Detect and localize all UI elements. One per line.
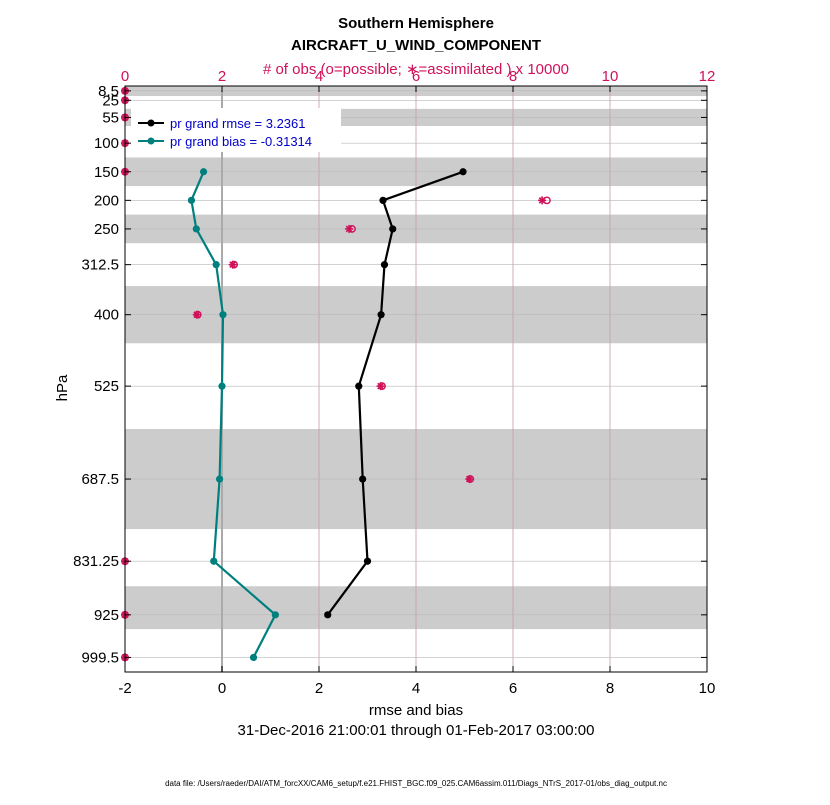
obs-assimilated-9 (376, 382, 385, 391)
obs-star-stroke-10-3 (465, 475, 473, 483)
series-point-bias-5 (218, 382, 226, 390)
obs-assimilated-8 (192, 310, 201, 319)
y-tick-label-13: 999.5 (81, 649, 119, 666)
y-tick-label-1: 25 (102, 92, 119, 109)
chart-title: Southern Hemisphere (338, 15, 494, 32)
obs-assimilated-5 (538, 196, 547, 205)
obs-assimilated-6 (345, 224, 354, 233)
y-tick-label-7: 312.5 (81, 257, 119, 274)
series-point-rmse-0 (459, 168, 467, 176)
top-tick-label-0: 0 (121, 68, 129, 85)
top-tick-label-6: 12 (699, 68, 716, 85)
obs-star-stroke-6-3 (345, 225, 353, 233)
series-point-bias-7 (210, 557, 218, 565)
series-point-bias-8 (271, 611, 279, 619)
footer-data-file: data file: /Users/raeder/DAI/ATM_forcXX/… (165, 779, 667, 788)
y-tick-label-4: 150 (94, 164, 119, 181)
top-tick-label-3: 6 (412, 68, 420, 85)
x-tick-label-1: 0 (218, 680, 226, 697)
obs-star-stroke-5-3 (538, 196, 546, 204)
x-tick-label-6: 10 (699, 680, 716, 697)
legend-marker-rmse (147, 119, 155, 127)
y-tick-label-5: 200 (94, 192, 119, 209)
series-point-rmse-6 (359, 475, 367, 483)
x-tick-label-5: 8 (606, 680, 614, 697)
top-tick-label-4: 8 (509, 68, 517, 85)
obs-star-stroke-8-3 (193, 311, 201, 319)
series-point-rmse-2 (389, 225, 397, 233)
axis-ticks: -2 0 2 4 6 8 100 2 4 6 8 10 128.52555100150200250312… (73, 68, 715, 697)
x-axis-label: rmse and bias (369, 702, 463, 719)
y-tick-label-3: 100 (94, 135, 119, 152)
legend-box (131, 108, 341, 152)
series-point-bias-3 (212, 261, 220, 269)
series-point-bias-2 (192, 225, 200, 233)
obs-assimilated-10 (465, 475, 474, 484)
y-tick-label-9: 525 (94, 378, 119, 395)
series-point-rmse-5 (355, 382, 363, 390)
series-point-rmse-8 (324, 611, 332, 619)
y-tick-label-8: 400 (94, 307, 119, 324)
y-tick-label-0: 8.5 (98, 83, 119, 100)
y-tick-label-6: 250 (94, 221, 119, 238)
series-point-bias-4 (219, 311, 227, 319)
series-line-bias (190, 171, 277, 658)
obs-assimilated-7 (228, 260, 237, 269)
obs-star-stroke-7-3 (229, 261, 237, 269)
x-tick-label-4: 6 (509, 680, 517, 697)
y-tick-label-2: 55 (102, 109, 119, 126)
legend-marker-bias (147, 137, 155, 145)
x-tick-label-3: 4 (412, 680, 420, 697)
top-tick-label-2: 4 (315, 68, 323, 85)
series-point-rmse-3 (380, 261, 389, 269)
top-tick-label-5: 10 (602, 68, 619, 85)
series-layer (187, 168, 467, 662)
series-point-bias-0 (199, 168, 208, 176)
obs-star-stroke-9-3 (377, 382, 384, 390)
series-point-bias-1 (187, 196, 196, 204)
series-point-bias-6 (215, 475, 224, 483)
date-range: 31-Dec-2016 21:00:01 through 01-Feb-2017… (238, 722, 595, 739)
top-tick-label-1: 2 (218, 68, 226, 85)
series-point-bias-9 (249, 653, 258, 662)
y-axis-label: hPa (54, 374, 71, 401)
legend-entry-rmse: pr grand rmse = 3.2361 (170, 116, 306, 131)
top-axis-label: # of obs (o=possible; ∗=assimilated ) x … (263, 61, 569, 78)
y-tick-label-10: 687.5 (81, 471, 119, 488)
series-point-rmse-4 (377, 311, 385, 319)
legend: pr grand rmse = 3.2361 pr grand bias = -… (131, 108, 341, 152)
series-point-rmse-1 (379, 196, 387, 204)
legend-entry-bias: pr grand bias = -0.31314 (170, 134, 312, 149)
chart-subtitle: AIRCRAFT_U_WIND_COMPONENT (291, 37, 541, 54)
y-tick-label-12: 925 (94, 607, 119, 624)
series-point-rmse-7 (363, 557, 372, 565)
x-tick-label-0: -2 (118, 680, 131, 697)
x-tick-label-2: 2 (315, 680, 323, 697)
y-tick-label-11: 831.25 (73, 553, 119, 570)
